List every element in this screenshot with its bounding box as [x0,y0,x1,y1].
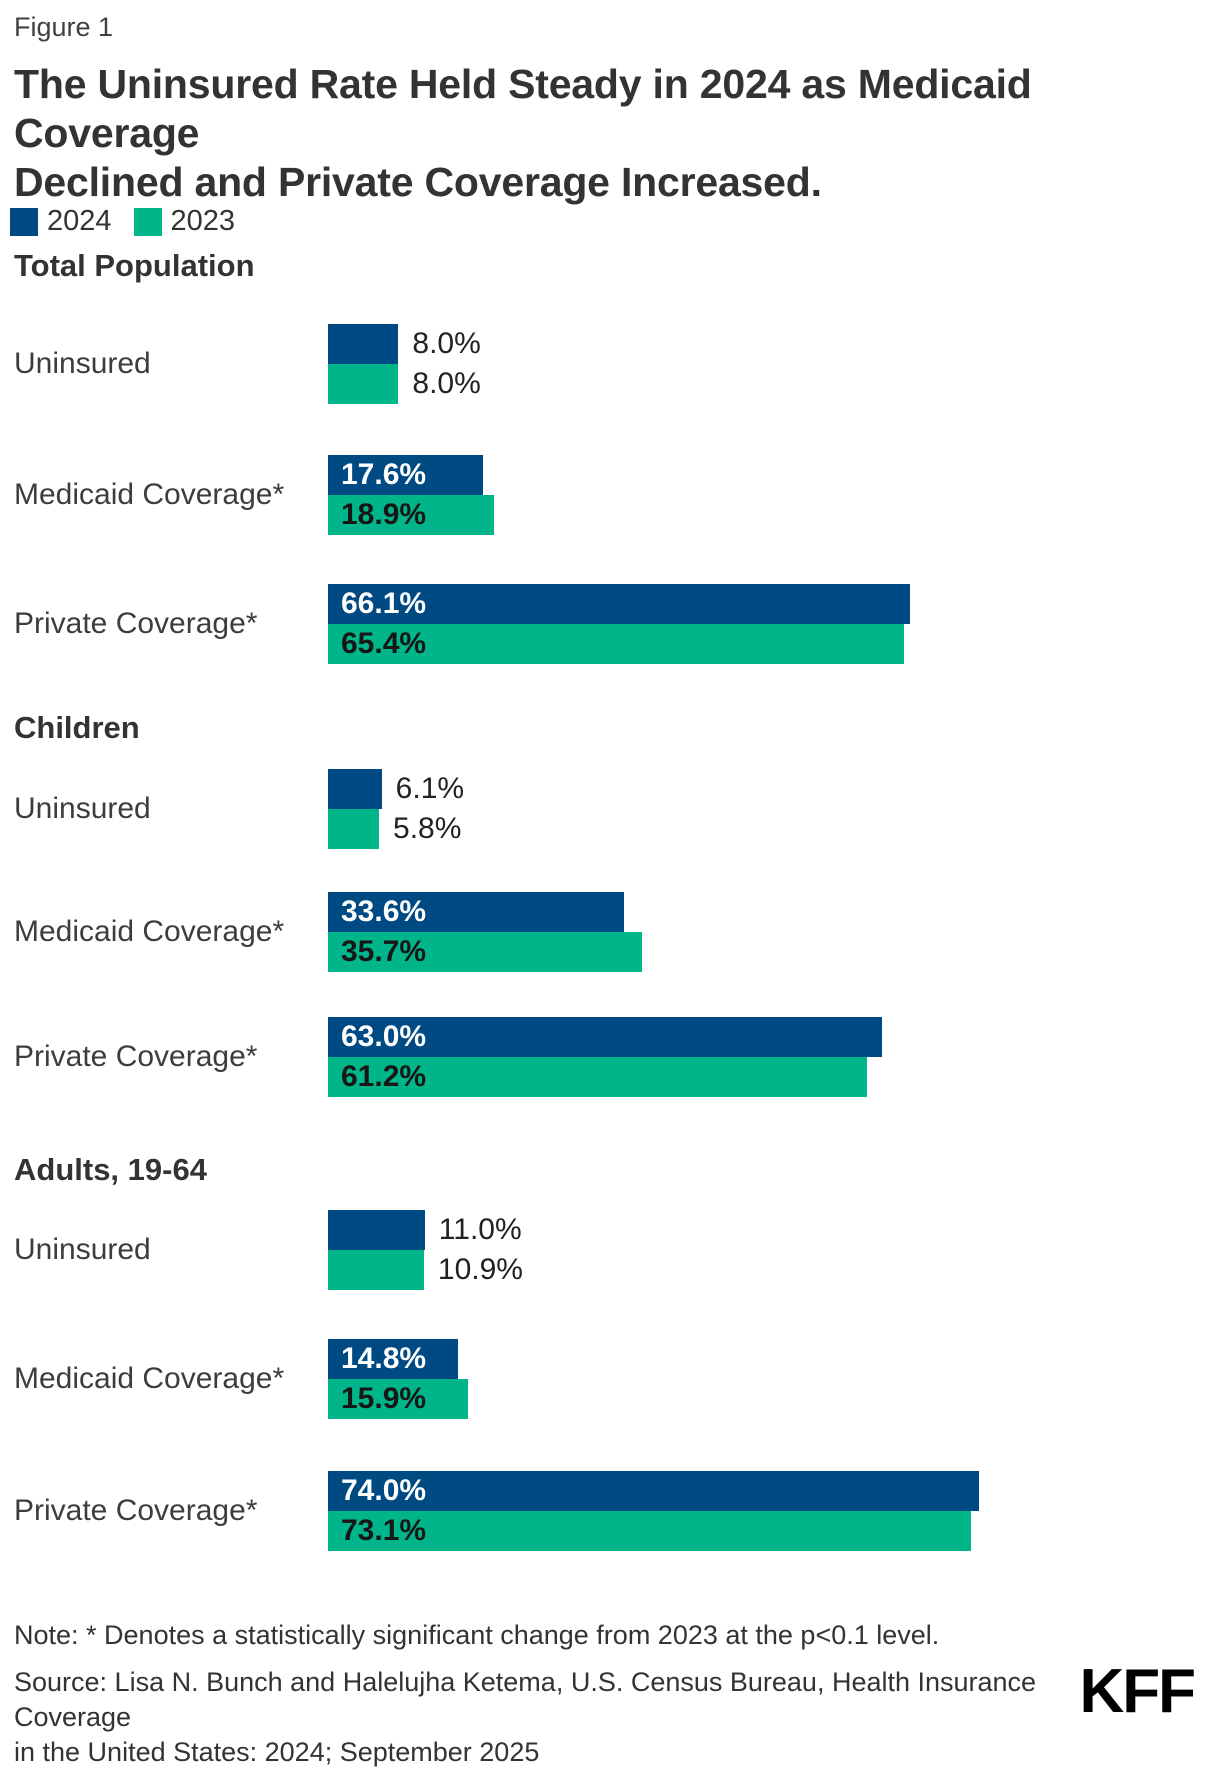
row-label: Private Coverage* [14,607,258,640]
row-label: Medicaid Coverage* [14,1362,285,1395]
bar-2023 [328,932,643,972]
bar-2024 [328,1471,980,1511]
bar-value-label: 8.0% [412,327,481,360]
legend: 2024 2023 [10,205,257,238]
bar-value-label: 17.6% [341,458,427,491]
legend-swatch-2023 [133,207,162,236]
note-text: Note: * Denotes a statistically signific… [14,1620,940,1650]
row-label: Private Coverage* [14,1494,258,1527]
legend-item-2023: 2023 [133,205,236,238]
chart-title: The Uninsured Rate Held Steady in 2024 a… [14,61,1032,205]
bar-2024 [328,455,483,495]
bar-2024 [328,769,382,809]
row-label: Private Coverage* [14,1040,258,1073]
bar-value-label: 35.7% [341,935,427,968]
bar-value-label: 61.2% [341,1060,427,1093]
bar-value-label: 63.0% [341,1020,427,1053]
source-text: Source: Lisa N. Bunch and Halelujha Kete… [14,1667,1037,1767]
bar-2024 [328,1339,459,1379]
bar-value-label: 66.1% [341,587,427,620]
bar-value-label: 14.8% [341,1342,427,1375]
legend-item-2024: 2024 [10,205,112,238]
bar-value-label: 11.0% [438,1213,522,1246]
section-heading: Total Population [14,248,255,283]
legend-label-2024: 2024 [47,205,112,237]
bar-2023 [328,495,495,535]
legend-label-2023: 2023 [170,205,236,237]
bar-2024 [328,1210,425,1250]
row-label: Uninsured [14,1233,151,1266]
legend-swatch-2024 [10,207,38,236]
bar-2023 [328,1379,468,1419]
bar-2023 [328,624,904,664]
bar-value-label: 6.1% [395,772,465,805]
bar-value-label: 18.9% [341,498,427,531]
bar-2024 [328,892,624,932]
bar-value-label: 74.0% [341,1474,427,1507]
bar-value-label: 8.0% [412,367,481,400]
bar-value-label: 15.9% [341,1382,427,1415]
section-heading: Adults, 19-64 [14,1152,207,1187]
bar-value-label: 33.6% [341,895,427,928]
section-heading: Children [14,710,140,745]
bar-2024 [328,1017,883,1057]
kff-logo: KFF [1079,1657,1196,1726]
bar-2023 [328,1250,424,1290]
bar-value-label: 5.8% [393,812,462,845]
bar-value-label: 10.9% [437,1253,523,1286]
bar-2024 [328,324,399,364]
row-label: Medicaid Coverage* [14,478,285,511]
bar-value-label: 65.4% [341,627,427,660]
bar-2023 [328,809,379,849]
figure-label: Figure 1 [14,12,114,42]
row-label: Medicaid Coverage* [14,915,285,948]
bar-2023 [328,1511,972,1551]
bar-value-label: 73.1% [341,1514,427,1547]
bar-2023 [328,364,399,404]
bar-2023 [328,1057,867,1097]
bar-2024 [328,584,910,624]
row-label: Uninsured [14,792,151,825]
row-label: Uninsured [14,347,151,380]
